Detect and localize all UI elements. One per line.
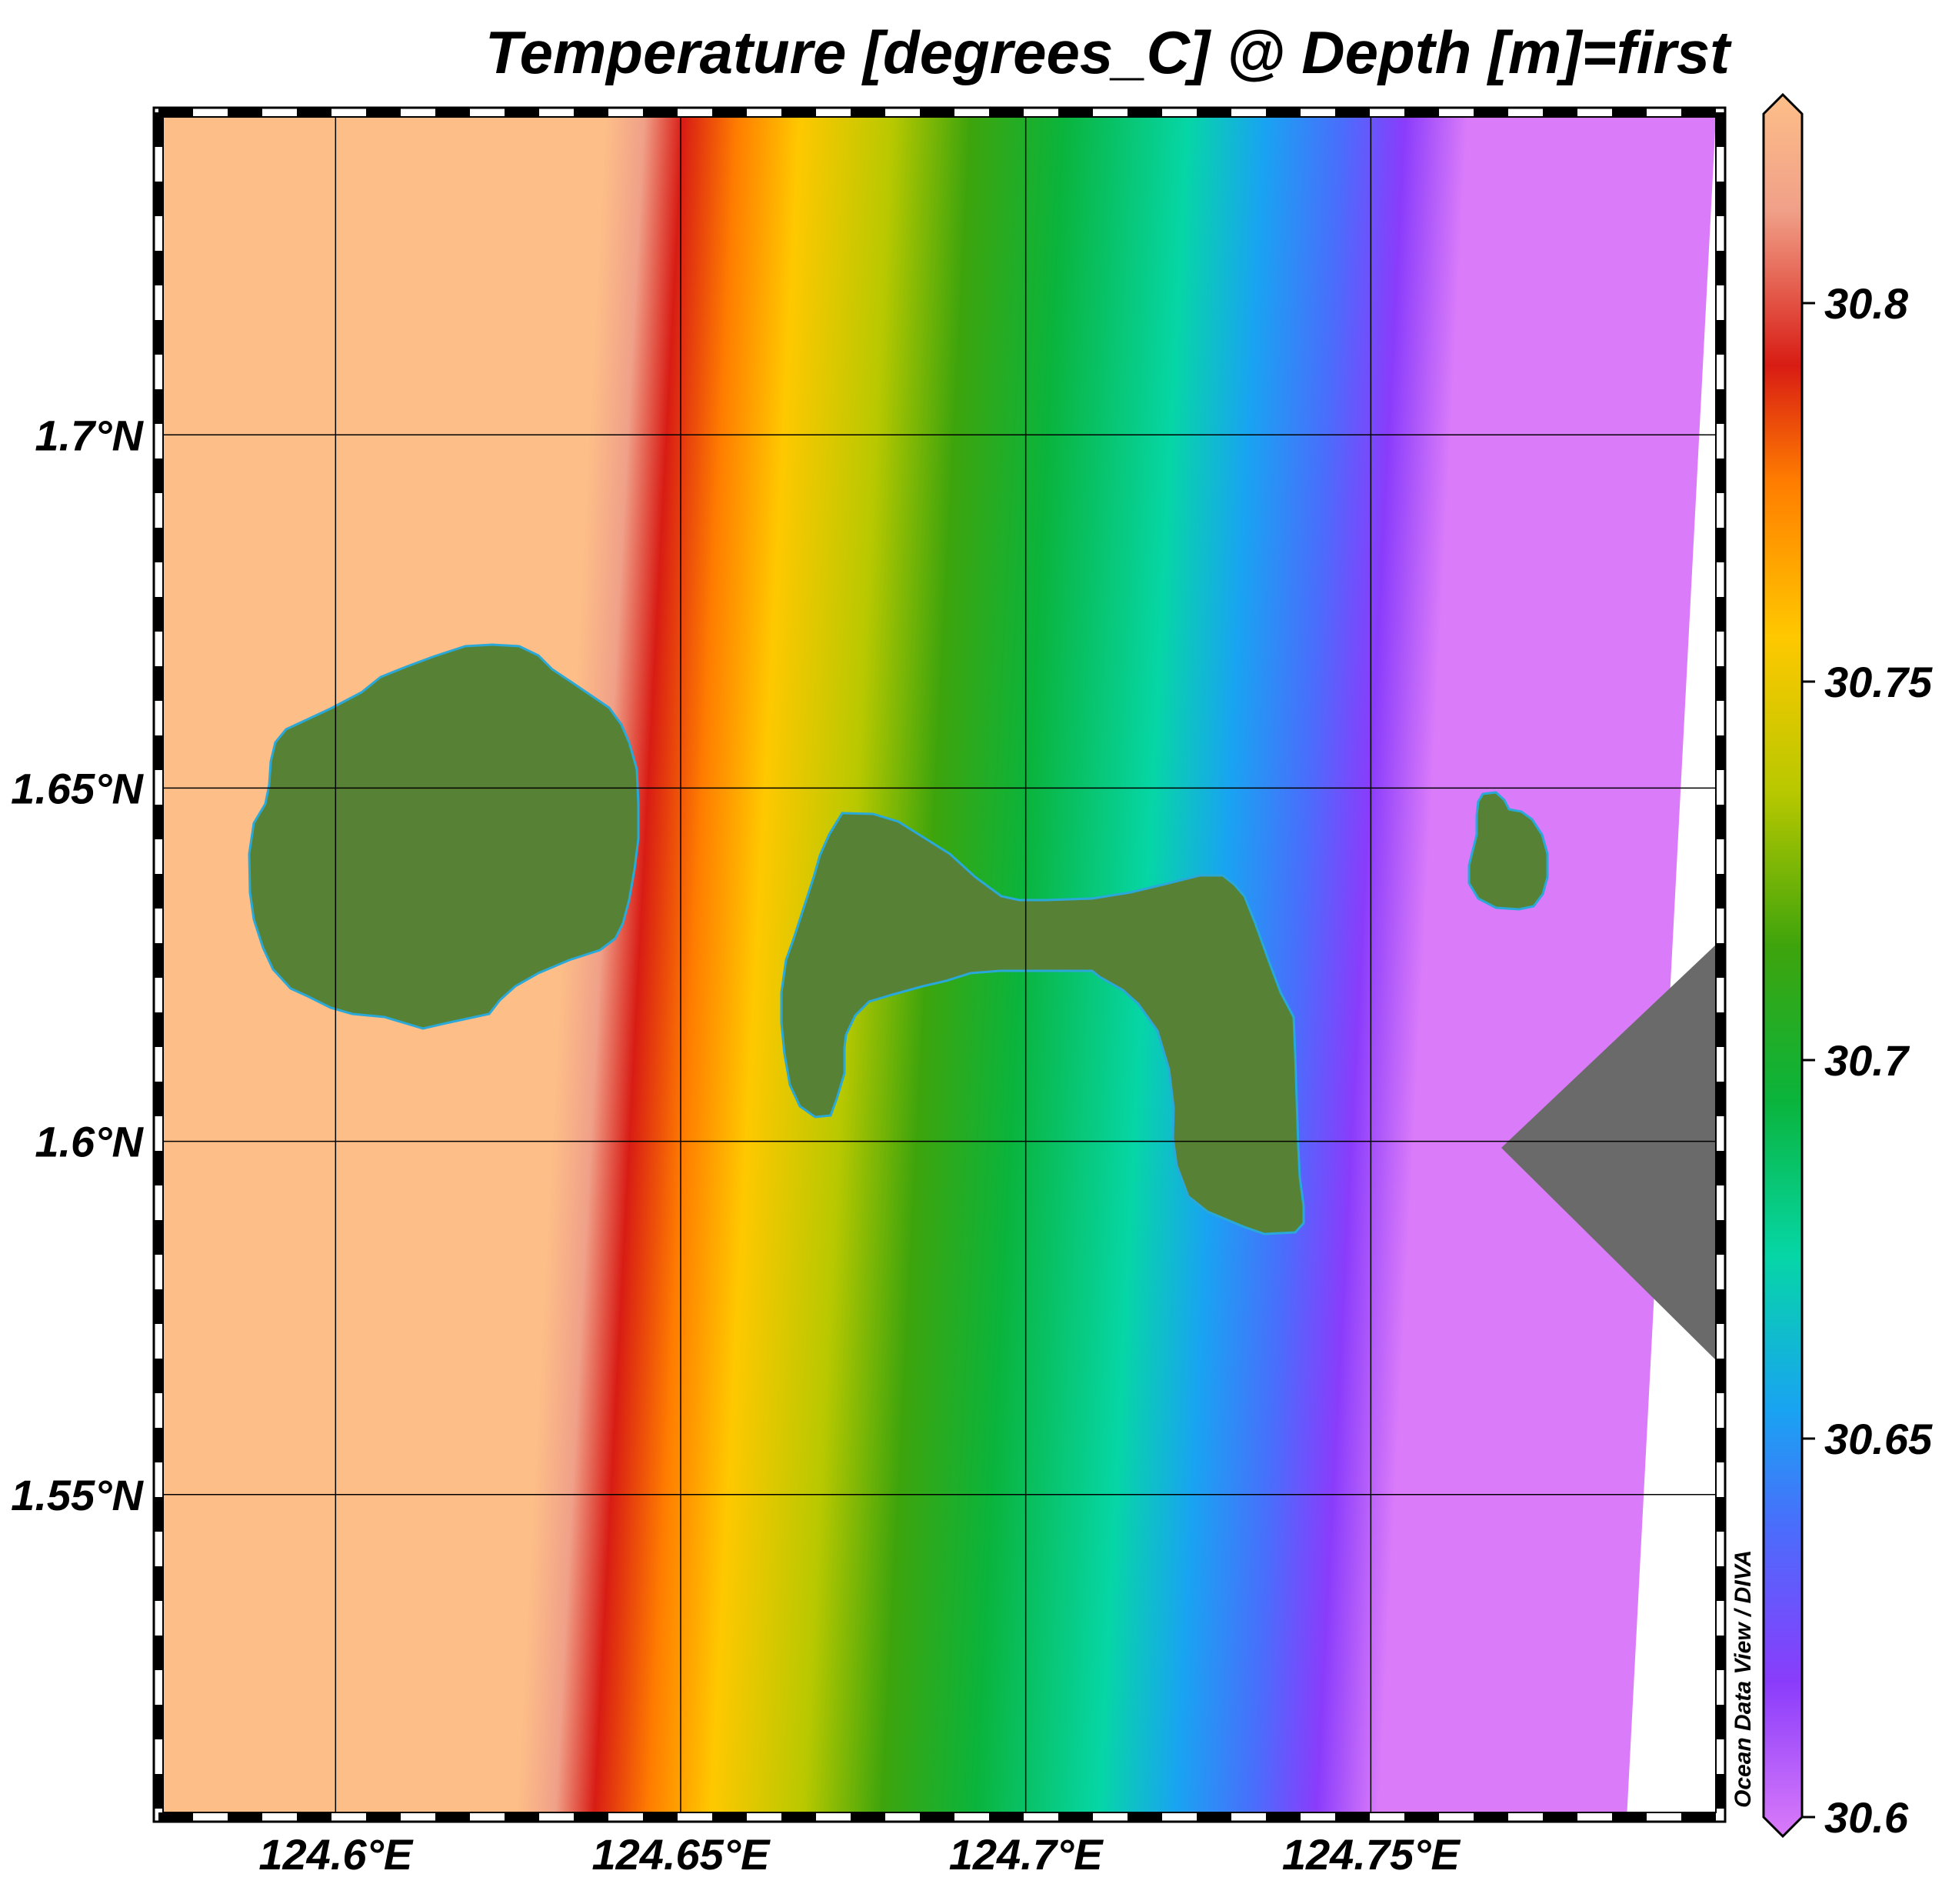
colorbar-ticks: 30.8 30.75 30.7 30.65 30.6 [1802,279,1933,1842]
lon-tick-label: 124.65°E [591,1830,771,1879]
lat-tick-label: 1.6°N [35,1118,144,1166]
lon-tick-label: 124.6°E [258,1830,414,1879]
colorbar-tick-label: 30.75 [1824,658,1933,706]
latitude-labels: 1.7°N 1.65°N 1.6°N 1.55°N [11,411,144,1519]
island-central [780,812,1305,1235]
lat-tick-label: 1.55°N [11,1471,144,1519]
longitude-labels: 124.6°E 124.65°E 124.7°E 124.75°E [258,1830,1461,1879]
map-title: Temperature [degrees_C] @ Depth [m]=firs… [485,18,1732,86]
temperature-field-cover [163,117,186,1812]
graticule [163,117,1716,1812]
colorbar-tick-label: 30.7 [1824,1036,1910,1085]
colorbar-body [1762,92,1804,1839]
island-west [248,643,640,1030]
lat-tick-label: 1.65°N [11,764,144,812]
map-plot-area [163,117,1716,1812]
lon-tick-label: 124.75°E [1282,1830,1461,1879]
map-frame [152,106,1727,1823]
colorbar-tick-label: 30.6 [1824,1793,1909,1842]
colorbar: 30.8 30.75 30.7 30.65 30.6 [1762,92,1933,1842]
colorbar-tick-label: 30.8 [1824,279,1909,328]
colorbar-tick-label: 30.65 [1824,1415,1933,1463]
island-east [1467,791,1549,911]
credit-label: Ocean Data View / DIVA [1730,1550,1756,1808]
lat-tick-label: 1.7°N [35,411,144,459]
no-data-region [1501,945,1716,1360]
lon-tick-label: 124.7°E [949,1830,1104,1879]
